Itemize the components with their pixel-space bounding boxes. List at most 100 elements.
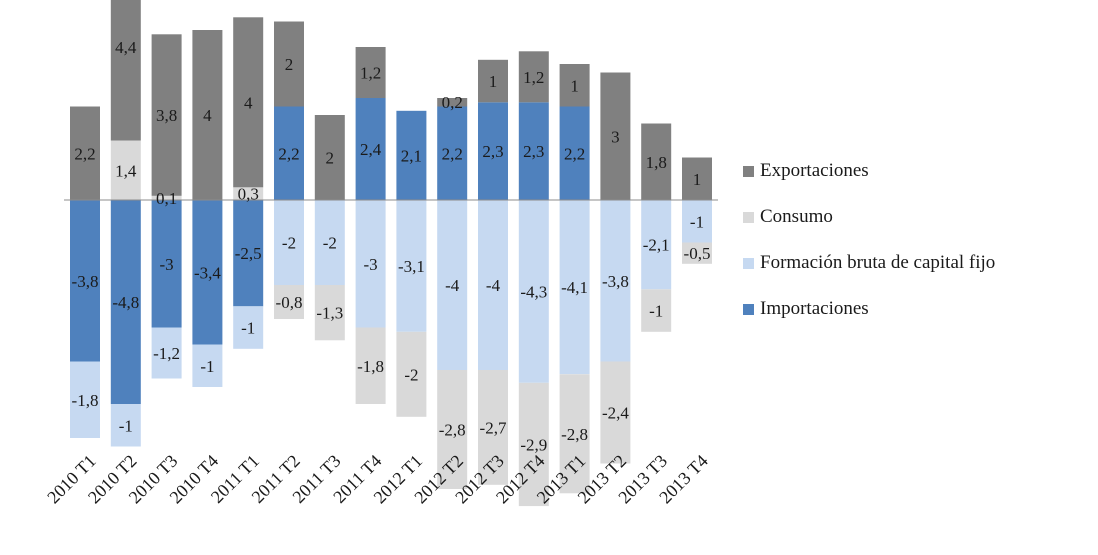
label-exportaciones-2010-t2: 4,4: [115, 38, 137, 57]
bar-exportaciones-2011-t3: [314, 115, 345, 200]
label-formacion-bruta-de-capital-fijo-2011-t4: -3: [364, 255, 378, 274]
label-exportaciones-2013-t4: 1: [693, 170, 702, 189]
label-consumo-2012-t2: -2,8: [439, 421, 466, 440]
legend-item-consumo: Consumo: [743, 206, 1093, 228]
bar-importaciones-2011-t4: [355, 98, 386, 200]
bar-importaciones-2013-t1: [559, 106, 590, 200]
bar-importaciones-2011-t1: [233, 200, 264, 307]
bar-exportaciones-2012-t3: [478, 59, 508, 103]
label-formacion-bruta-de-capital-fijo-2011-t1: -1: [241, 319, 255, 338]
label-exportaciones-2011-t1: 4: [244, 93, 253, 112]
label-consumo-2011-t4: -1,8: [357, 357, 384, 376]
label-importaciones-2012-t1: 2,1: [401, 146, 422, 165]
legend-swatch-consumo: [743, 211, 754, 223]
label-exportaciones-2011-t4: 1,2: [360, 64, 381, 83]
label-exportaciones-2012-t3: 1: [489, 72, 498, 91]
label-formacion-bruta-de-capital-fijo-2013-t4: -1: [690, 212, 704, 231]
bar-consumo-2012-t3: [478, 370, 508, 485]
bar-consumo-2011-t1: [233, 187, 264, 201]
bar-formacion-bruta-de-capital-fijo-2013-t3: [641, 200, 672, 290]
bar-exportaciones-2010-t4: [192, 30, 223, 200]
label-formacion-bruta-de-capital-fijo-2012-t1: -3,1: [398, 257, 425, 276]
bar-exportaciones-2010-t3: [151, 34, 182, 196]
label-exportaciones-2010-t4: 4: [203, 106, 212, 125]
bar-exportaciones-2011-t1: [233, 17, 264, 188]
legend-label-importaciones: Importaciones: [760, 298, 869, 319]
legend-label-consumo: Consumo: [760, 206, 833, 227]
bar-exportaciones-2013-t4: [682, 157, 712, 200]
legend-item-importaciones: Importaciones: [743, 298, 1093, 320]
label-consumo-2013-t3: -1: [649, 302, 663, 321]
label-formacion-bruta-de-capital-fijo-2010-t4: -1: [200, 357, 214, 376]
legend-swatch-formacion-bruta: [743, 257, 754, 269]
label-importaciones-2011-t4: 2,4: [360, 140, 382, 159]
label-formacion-bruta-de-capital-fijo-2013-t3: -2,1: [643, 236, 670, 255]
legend-label-exportaciones: Exportaciones: [760, 160, 869, 181]
bar-importaciones-2010-t2: [110, 200, 141, 404]
bars: [70, 0, 712, 507]
label-formacion-bruta-de-capital-fijo-2010-t3: -1,2: [153, 344, 180, 363]
bar-importaciones-2012-t2: [437, 106, 468, 200]
bar-importaciones-2010-t4: [192, 200, 223, 345]
bar-consumo-2011-t3: [314, 285, 345, 341]
bar-consumo-2012-t2: [437, 370, 468, 489]
stacked-bar-chart: -3,8-1,82,2-4,8-11,44,4-3-1,20,13,8-3,4-…: [43, 0, 718, 508]
legend-item-formacion-bruta: Formación bruta de capital fijo: [743, 252, 1093, 274]
bar-importaciones-2012-t1: [396, 110, 427, 201]
label-formacion-bruta-de-capital-fijo-2013-t1: -4,1: [561, 278, 588, 297]
label-formacion-bruta-de-capital-fijo-2010-t2: -1: [119, 416, 133, 435]
label-consumo-2012-t1: -2: [404, 365, 418, 384]
bar-exportaciones-2010-t2: [110, 0, 141, 141]
label-formacion-bruta-de-capital-fijo-2012-t3: -4: [486, 276, 501, 295]
legend-swatch-importaciones: [743, 303, 754, 315]
bar-formacion-bruta-de-capital-fijo-2010-t1: [70, 361, 100, 438]
bar-importaciones-2010-t1: [70, 200, 100, 362]
label-exportaciones-2012-t4: 1,2: [523, 68, 544, 87]
label-consumo-2013-t4: -0,5: [684, 244, 711, 263]
bar-formacion-bruta-de-capital-fijo-2011-t4: [355, 200, 386, 328]
bar-importaciones-2012-t4: [518, 102, 549, 200]
label-formacion-bruta-de-capital-fijo-2012-t4: -4,3: [520, 282, 547, 301]
label-importaciones-2011-t2: 2,2: [278, 144, 299, 163]
label-importaciones-2012-t4: 2,3: [523, 142, 544, 161]
legend-item-exportaciones: Exportaciones: [743, 160, 1093, 182]
bar-importaciones-2010-t3: [151, 200, 182, 328]
bar-consumo-2010-t2: [110, 140, 141, 200]
label-consumo-2010-t2: 1,4: [115, 161, 137, 180]
bar-consumo-2013-t3: [641, 289, 672, 332]
bar-formacion-bruta-de-capital-fijo-2012-t2: [437, 200, 468, 370]
label-exportaciones-2010-t1: 2,2: [74, 144, 95, 163]
bar-consumo-2013-t1: [559, 374, 590, 494]
bar-exportaciones-2012-t2: [437, 98, 468, 107]
label-formacion-bruta-de-capital-fijo-2012-t2: -4: [445, 276, 460, 295]
bar-formacion-bruta-de-capital-fijo-2013-t1: [559, 200, 590, 375]
label-formacion-bruta-de-capital-fijo-2011-t3: -2: [323, 234, 337, 253]
label-importaciones-2012-t3: 2,3: [482, 142, 503, 161]
label-consumo-2011-t3: -1,3: [316, 304, 343, 323]
legend-swatch-exportaciones: [743, 165, 754, 177]
label-formacion-bruta-de-capital-fijo-2013-t2: -3,8: [602, 272, 629, 291]
bar-formacion-bruta-de-capital-fijo-2010-t2: [110, 404, 141, 447]
bar-formacion-bruta-de-capital-fijo-2011-t1: [233, 306, 264, 349]
bar-exportaciones-2013-t3: [641, 123, 672, 200]
chart-legend: Exportaciones Consumo Formación bruta de…: [743, 160, 1093, 344]
label-importaciones-2010-t3: -3: [160, 255, 174, 274]
label-importaciones-2013-t1: 2,2: [564, 144, 585, 163]
label-exportaciones-2012-t2: 0,2: [442, 93, 463, 112]
bar-exportaciones-2013-t2: [600, 72, 631, 200]
bar-exportaciones-2011-t4: [355, 47, 386, 98]
bar-formacion-bruta-de-capital-fijo-2011-t3: [314, 200, 345, 285]
bar-consumo-2013-t2: [600, 361, 631, 464]
bar-formacion-bruta-de-capital-fijo-2012-t4: [518, 200, 549, 383]
bar-formacion-bruta-de-capital-fijo-2012-t1: [396, 200, 427, 332]
bar-formacion-bruta-de-capital-fijo-2013-t4: [682, 200, 712, 243]
bar-consumo-2010-t3: [151, 195, 182, 201]
bar-importaciones-2011-t2: [274, 106, 304, 200]
label-formacion-bruta-de-capital-fijo-2011-t2: -2: [282, 234, 296, 253]
bar-exportaciones-2011-t2: [274, 21, 304, 107]
legend-label-formacion-bruta: Formación bruta de capital fijo: [760, 252, 996, 273]
label-exportaciones-2013-t2: 3: [611, 127, 620, 146]
bar-formacion-bruta-de-capital-fijo-2010-t3: [151, 327, 182, 379]
bar-exportaciones-2010-t1: [70, 106, 100, 200]
